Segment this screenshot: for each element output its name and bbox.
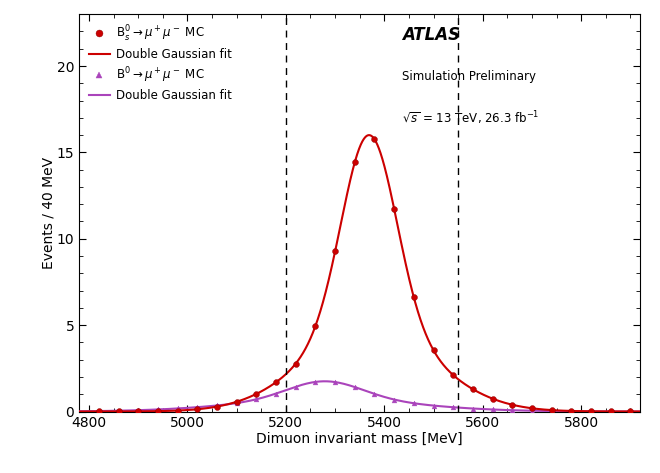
Point <box>310 378 321 385</box>
Point <box>546 406 557 414</box>
Point <box>271 390 281 397</box>
Point <box>192 403 203 411</box>
Point <box>605 408 616 415</box>
Point <box>172 405 183 412</box>
Point <box>605 408 616 415</box>
Point <box>152 407 163 415</box>
Point <box>212 403 222 411</box>
Point <box>114 408 124 415</box>
Point <box>448 371 459 379</box>
Point <box>172 407 183 414</box>
Point <box>133 406 143 414</box>
Point <box>251 395 261 403</box>
Point <box>467 405 478 412</box>
Point <box>310 322 321 330</box>
Y-axis label: Events / 40 MeV: Events / 40 MeV <box>42 157 55 269</box>
Point <box>133 408 143 415</box>
Text: $\sqrt{s}$ = 13 TeV, 26.3 fb$^{-1}$: $\sqrt{s}$ = 13 TeV, 26.3 fb$^{-1}$ <box>402 110 539 127</box>
Point <box>389 205 399 213</box>
Point <box>428 347 439 354</box>
Point <box>290 383 301 391</box>
Point <box>212 402 222 409</box>
Point <box>487 395 498 403</box>
Text: Simulation Preliminary: Simulation Preliminary <box>402 70 536 83</box>
Point <box>389 396 399 403</box>
Point <box>152 406 163 413</box>
Point <box>251 390 261 398</box>
Point <box>585 408 596 415</box>
Point <box>290 360 301 368</box>
Point <box>546 407 557 415</box>
Point <box>232 399 242 407</box>
Point <box>566 407 577 415</box>
Point <box>625 408 636 415</box>
Point <box>350 383 360 391</box>
Point <box>232 398 242 405</box>
Point <box>369 390 380 398</box>
Point <box>350 158 360 166</box>
Point <box>409 294 419 301</box>
Point <box>507 401 517 409</box>
Point <box>507 406 517 414</box>
Point <box>527 407 537 414</box>
Point <box>409 399 419 407</box>
Point <box>428 402 439 409</box>
Point <box>585 408 596 415</box>
Point <box>114 407 124 414</box>
Point <box>566 407 577 415</box>
Point <box>625 408 636 415</box>
Point <box>487 406 498 413</box>
Point <box>527 404 537 412</box>
Point <box>448 403 459 411</box>
Point <box>467 385 478 393</box>
Point <box>94 408 104 415</box>
Point <box>330 378 341 386</box>
Point <box>369 135 380 143</box>
Point <box>271 378 281 386</box>
Legend: B$_s^0 \to \mu^+ \mu^-$ MC, Double Gaussian fit, B$^0 \to \mu^+ \mu^-$ MC, Doubl: B$_s^0 \to \mu^+ \mu^-$ MC, Double Gauss… <box>85 20 235 105</box>
Point <box>94 407 104 415</box>
X-axis label: Dimuon invariant mass [MeV]: Dimuon invariant mass [MeV] <box>256 432 463 446</box>
Text: ATLAS: ATLAS <box>402 26 460 44</box>
Point <box>192 405 203 413</box>
Point <box>330 248 341 255</box>
